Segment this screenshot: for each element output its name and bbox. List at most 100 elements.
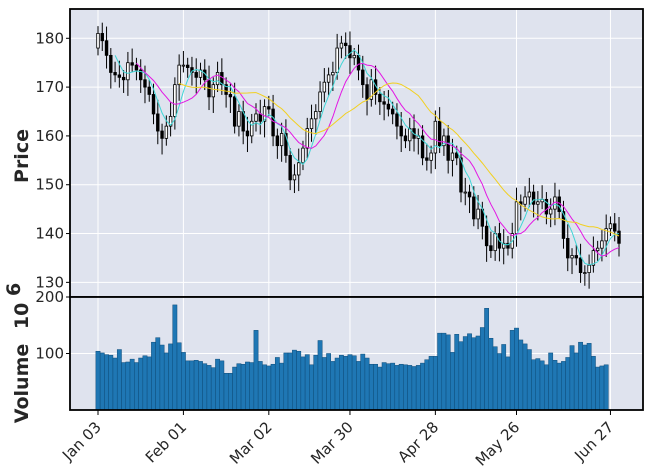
volume-bar — [274, 357, 280, 411]
volume-bar — [129, 358, 135, 411]
candle-body — [245, 130, 250, 137]
candle-body — [450, 152, 455, 161]
candle-body — [113, 72, 117, 76]
volume-bar — [326, 353, 331, 411]
volume-bar — [386, 363, 391, 411]
volume-bar — [492, 346, 498, 411]
candle-body — [275, 135, 280, 147]
volume-bar — [488, 337, 494, 411]
volume-bar — [415, 365, 421, 411]
volume-axis-title-group: Volume 10 6 — [3, 283, 33, 423]
volume-bar — [236, 363, 242, 411]
candle-body — [262, 106, 267, 122]
volume-y-ticks: 100 200 — [35, 288, 70, 363]
candle-body — [309, 118, 314, 129]
candle-body — [591, 250, 596, 266]
candle-body — [288, 155, 292, 181]
volume-bar — [232, 366, 238, 411]
candle-body — [215, 72, 220, 86]
candle-body — [271, 108, 275, 137]
volume-bar — [347, 354, 353, 411]
volume-bar — [279, 362, 285, 411]
candle-body — [237, 111, 241, 127]
candle-body — [117, 74, 122, 78]
volume-bar — [99, 352, 105, 411]
volume-bar — [582, 344, 588, 411]
volume-bar — [556, 362, 562, 411]
candle-body — [574, 255, 578, 259]
volume-bar — [270, 363, 276, 411]
candle-body — [476, 208, 480, 220]
volume-bar — [287, 352, 293, 411]
volume-axis-scale: 10 — [11, 303, 33, 329]
candle-body — [484, 225, 489, 247]
volume-bar — [467, 333, 472, 411]
volume-bar — [599, 365, 605, 411]
volume-bar — [518, 339, 524, 411]
candle-body — [326, 74, 331, 83]
price-ytick-label: 170 — [35, 78, 64, 96]
candle-body — [566, 238, 570, 259]
candle-body — [190, 67, 194, 73]
volume-bar — [189, 360, 195, 411]
price-panel-background — [70, 9, 643, 297]
candle-body — [331, 72, 335, 76]
candle-body — [100, 33, 104, 42]
candle-body — [147, 86, 151, 95]
candle-body — [121, 76, 126, 81]
volume-bar — [134, 362, 139, 411]
volume-axis-title: Volume 10 6 — [3, 283, 33, 423]
candle-body — [561, 211, 566, 239]
candle-body — [390, 108, 395, 115]
candle-body — [583, 272, 587, 274]
volume-bar — [462, 336, 468, 411]
volume-bar — [343, 356, 349, 411]
volume-bar — [526, 349, 532, 411]
candle-body — [493, 233, 497, 252]
candle-body — [104, 40, 109, 56]
volume-bar — [441, 332, 447, 411]
volume-bar — [163, 352, 169, 411]
volume-bar — [360, 353, 366, 411]
volume-bar — [300, 356, 306, 411]
volume-bar — [138, 357, 144, 411]
volume-bar — [420, 362, 425, 411]
x-tick-label: Jan 03 — [58, 418, 105, 465]
volume-bar — [471, 337, 477, 411]
candle-body — [395, 113, 399, 127]
candle-body — [437, 120, 442, 147]
candle-body — [617, 230, 621, 244]
candle-body — [382, 101, 386, 105]
volume-bar — [317, 340, 323, 411]
price-ytick-label: 180 — [35, 29, 64, 47]
candle-body — [181, 64, 186, 67]
x-tick-label: Mar 30 — [307, 418, 357, 468]
candle-body — [587, 264, 591, 273]
volume-bar — [514, 327, 519, 411]
volume-bar — [210, 367, 216, 411]
candle-body — [570, 255, 574, 259]
volume-bar — [334, 357, 340, 411]
volume-bar — [509, 330, 515, 411]
candle-body — [126, 62, 130, 81]
volume-bar — [95, 350, 101, 411]
volume-bar — [535, 358, 541, 411]
volume-bar — [586, 343, 592, 411]
price-y-ticks: 130 140 150 160 170 180 — [35, 29, 70, 291]
candle-body — [339, 42, 344, 49]
volume-axis-exponent: 6 — [3, 283, 25, 296]
volume-bar — [304, 354, 310, 411]
volume-bar — [411, 366, 417, 411]
candle-body — [378, 94, 382, 103]
candle-body — [425, 157, 429, 161]
volume-ytick-label: 100 — [35, 345, 64, 363]
volume-bar — [501, 344, 507, 411]
volume-bar — [253, 330, 259, 411]
volume-bar — [202, 363, 208, 411]
candle-body — [523, 196, 527, 205]
candle-body — [489, 245, 493, 252]
volume-bar — [373, 363, 378, 411]
volume-bar — [206, 365, 212, 411]
candle-body — [455, 152, 459, 159]
candle-body — [399, 125, 403, 137]
